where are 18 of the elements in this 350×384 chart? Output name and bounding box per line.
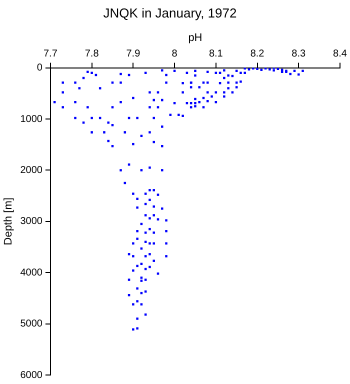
y-tick-label: 0	[36, 62, 43, 74]
y-tick-label: 6000	[20, 370, 43, 381]
x-tick-label: 8.3	[292, 48, 306, 60]
x-tick-label: 8	[172, 48, 178, 60]
y-tick-label: 4000	[20, 267, 43, 278]
chart-title: JNQK in January, 1972	[103, 5, 237, 20]
x-axis-title: pH	[188, 32, 202, 44]
x-tick-label: 8.2	[250, 48, 265, 60]
y-tick-label: 5000	[20, 318, 43, 330]
y-axis-title: Depth [m]	[2, 198, 15, 246]
x-tick-label: 8.1	[208, 48, 224, 60]
y-tick-label: 1000	[20, 114, 43, 125]
x-tick-label: 7.8	[84, 48, 100, 60]
y-tick-label: 3000	[20, 216, 43, 228]
x-tick-label: 7.9	[126, 48, 141, 60]
y-tick-label: 2000	[20, 164, 43, 176]
x-tick-label: 8.4	[333, 48, 348, 60]
x-tick-label: 7.7	[43, 48, 58, 60]
